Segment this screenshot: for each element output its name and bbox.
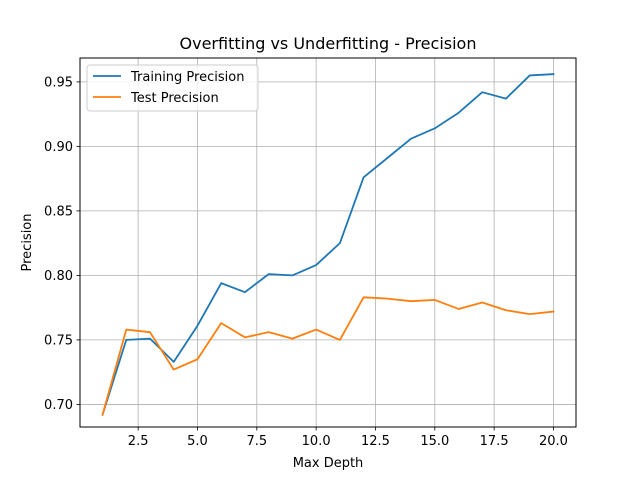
chart-title: Overfitting vs Underfitting - Precision <box>180 34 477 53</box>
x-tick-label: 15.0 <box>420 434 449 449</box>
x-tick-label: 7.5 <box>246 434 267 449</box>
legend-box <box>86 64 259 112</box>
grid <box>80 58 576 427</box>
ticks: 2.5 5.0 7.5 10.0 12.5 15.0 17.5 20.0 0.70 0.75 0.8… <box>44 75 568 449</box>
series-line-test <box>101 296 555 416</box>
plot-frame <box>79 57 577 428</box>
legend-label-test: Test Precision <box>130 91 219 106</box>
legend: Training Precision Test Precision <box>86 64 259 112</box>
series-layer <box>101 73 555 416</box>
x-tick-label: 17.5 <box>480 434 509 449</box>
y-tick-label: 0.90 <box>44 140 73 155</box>
legend-label-training: Training Precision <box>130 70 244 85</box>
series-line-training <box>101 73 555 416</box>
x-tick-label: 10.0 <box>302 434 331 449</box>
x-axis-label: Max Depth <box>293 456 364 471</box>
y-tick-label: 0.75 <box>44 333 73 348</box>
plot-area <box>80 58 576 427</box>
y-tick-label: 0.70 <box>44 398 73 413</box>
y-axis-label: Precision <box>20 213 35 271</box>
y-tick-label: 0.85 <box>44 204 73 219</box>
y-tick-label: 0.95 <box>44 75 73 90</box>
x-tick-label: 2.5 <box>128 434 149 449</box>
x-tick-label: 5.0 <box>187 434 208 449</box>
x-tick-label: 20.0 <box>539 434 568 449</box>
x-tick-label: 12.5 <box>361 434 390 449</box>
y-tick-label: 0.80 <box>44 269 73 284</box>
